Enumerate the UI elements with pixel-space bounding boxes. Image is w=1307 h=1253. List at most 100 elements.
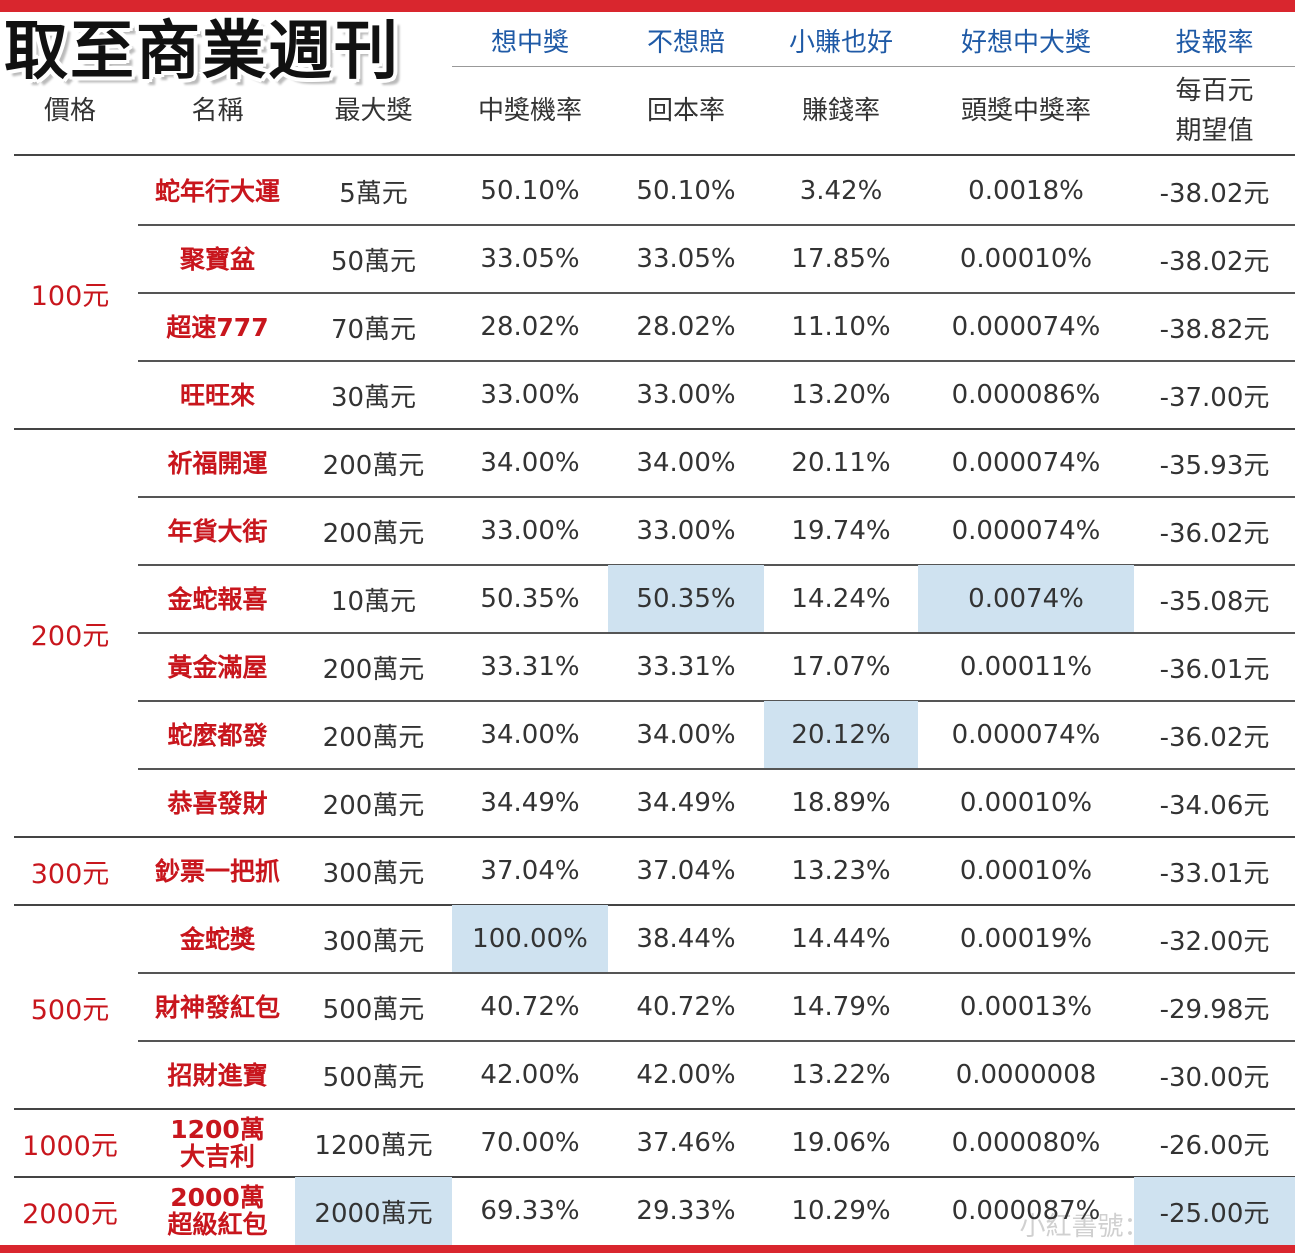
price: 2000元 [22,1198,118,1230]
cell: 17.85% [791,244,891,274]
row-line [138,768,1295,770]
column-header: 最大獎 [334,96,413,126]
column-header: 每百元 期望值 [1134,68,1295,154]
game-name: 年貨大街 [167,516,268,546]
cell: 0.00010% [959,788,1093,818]
highlight [918,565,1134,633]
column-header: 名稱 [191,96,244,126]
row-line [138,496,1295,498]
row-line [138,632,1295,634]
cell: 200萬元 [322,790,425,821]
cell: -34.06元 [1159,790,1270,821]
cell: 0.00010% [959,244,1093,274]
cell: 5萬元 [339,178,408,209]
cell: 0.000086% [951,380,1101,410]
header-divider [452,66,1295,67]
cell: 34.49% [636,788,736,818]
cell: -25.00元 [1159,1198,1270,1229]
cell: 14.24% [791,584,891,614]
cell: 500萬元 [322,994,425,1025]
cell: 37.04% [480,856,580,886]
cell: 34.00% [636,448,736,478]
column-tag: 小賺也好 [788,27,893,58]
group-line [14,1176,1295,1178]
cell: 17.07% [791,652,891,682]
cell: 20.12% [791,720,891,750]
cell: -32.00元 [1159,926,1270,957]
cell: 40.72% [636,992,736,1022]
cell: -38.82元 [1159,314,1270,345]
game-name: 聚寶盆 [179,244,255,274]
column-header: 頭獎中獎率 [960,96,1091,126]
cell: 19.06% [791,1128,891,1158]
cell: -33.01元 [1159,858,1270,889]
cell: 0.0000008 [955,1060,1097,1090]
cell: 14.79% [791,992,891,1022]
cell: 50.10% [636,176,736,206]
cell: 13.20% [791,380,891,410]
cell: 33.00% [480,380,580,410]
cell: 37.46% [636,1128,736,1158]
cell: 33.00% [480,516,580,546]
cell: 0.0018% [968,176,1084,206]
group-line [14,1108,1295,1110]
game-name: 金蛇報喜 [167,584,268,614]
cell: 34.00% [636,720,736,750]
group-line [14,904,1295,906]
price: 300元 [30,858,110,890]
game-name: 鈔票一把抓 [154,856,280,886]
cell: 18.89% [791,788,891,818]
column-tag: 好想中大獎 [960,27,1091,58]
cell: 33.05% [480,244,580,274]
header-line [14,154,1295,156]
cell: 3.42% [799,176,883,206]
game-name: 1200萬 大吉利 [140,1109,295,1177]
text-line: 每百元 [1175,76,1254,106]
cell: 200萬元 [322,518,425,549]
cell: 70.00% [480,1128,580,1158]
cell: 13.23% [791,856,891,886]
watermark: 取至商業週刊 [4,15,400,89]
cell: 0.000080% [951,1128,1101,1158]
column-header: 價格 [43,96,96,126]
cell: 28.02% [636,312,736,342]
cell: 37.04% [636,856,736,886]
highlight [764,701,918,769]
cell: -36.01元 [1159,654,1270,685]
cell: 0.000074% [951,720,1101,750]
cell: 500萬元 [322,1062,425,1093]
cell: -35.93元 [1159,450,1270,481]
cell: 0.00019% [959,924,1093,954]
column-tag: 不想賠 [646,27,725,58]
top-band [0,0,1295,12]
highlight [452,905,608,973]
cell: 28.02% [480,312,580,342]
game-name: 招財進寶 [167,1060,268,1090]
cell: 34.49% [480,788,580,818]
cell: 34.00% [480,448,580,478]
highlight [608,565,764,633]
highlight [1134,1177,1295,1245]
cell: 14.44% [791,924,891,954]
cell: 13.22% [791,1060,891,1090]
cell: 0.00011% [959,652,1093,682]
cell: 200萬元 [322,654,425,685]
game-name: 蛇年行大運 [154,176,280,206]
column-header: 賺錢率 [801,96,880,126]
cell: 42.00% [636,1060,736,1090]
column-tag: 投報率 [1175,27,1254,58]
cell: -37.00元 [1159,382,1270,413]
row-line [138,564,1295,566]
highlight [295,1177,452,1245]
cell: 2000萬元 [314,1198,433,1229]
cell: 200萬元 [322,722,425,753]
cell: 30萬元 [330,382,417,413]
game-name: 恭喜發財 [167,788,268,818]
cell: 300萬元 [322,858,425,889]
row-line [138,360,1295,362]
cell: 33.31% [480,652,580,682]
cell: -36.02元 [1159,518,1270,549]
cell: 19.74% [791,516,891,546]
cell: 50.35% [636,584,736,614]
